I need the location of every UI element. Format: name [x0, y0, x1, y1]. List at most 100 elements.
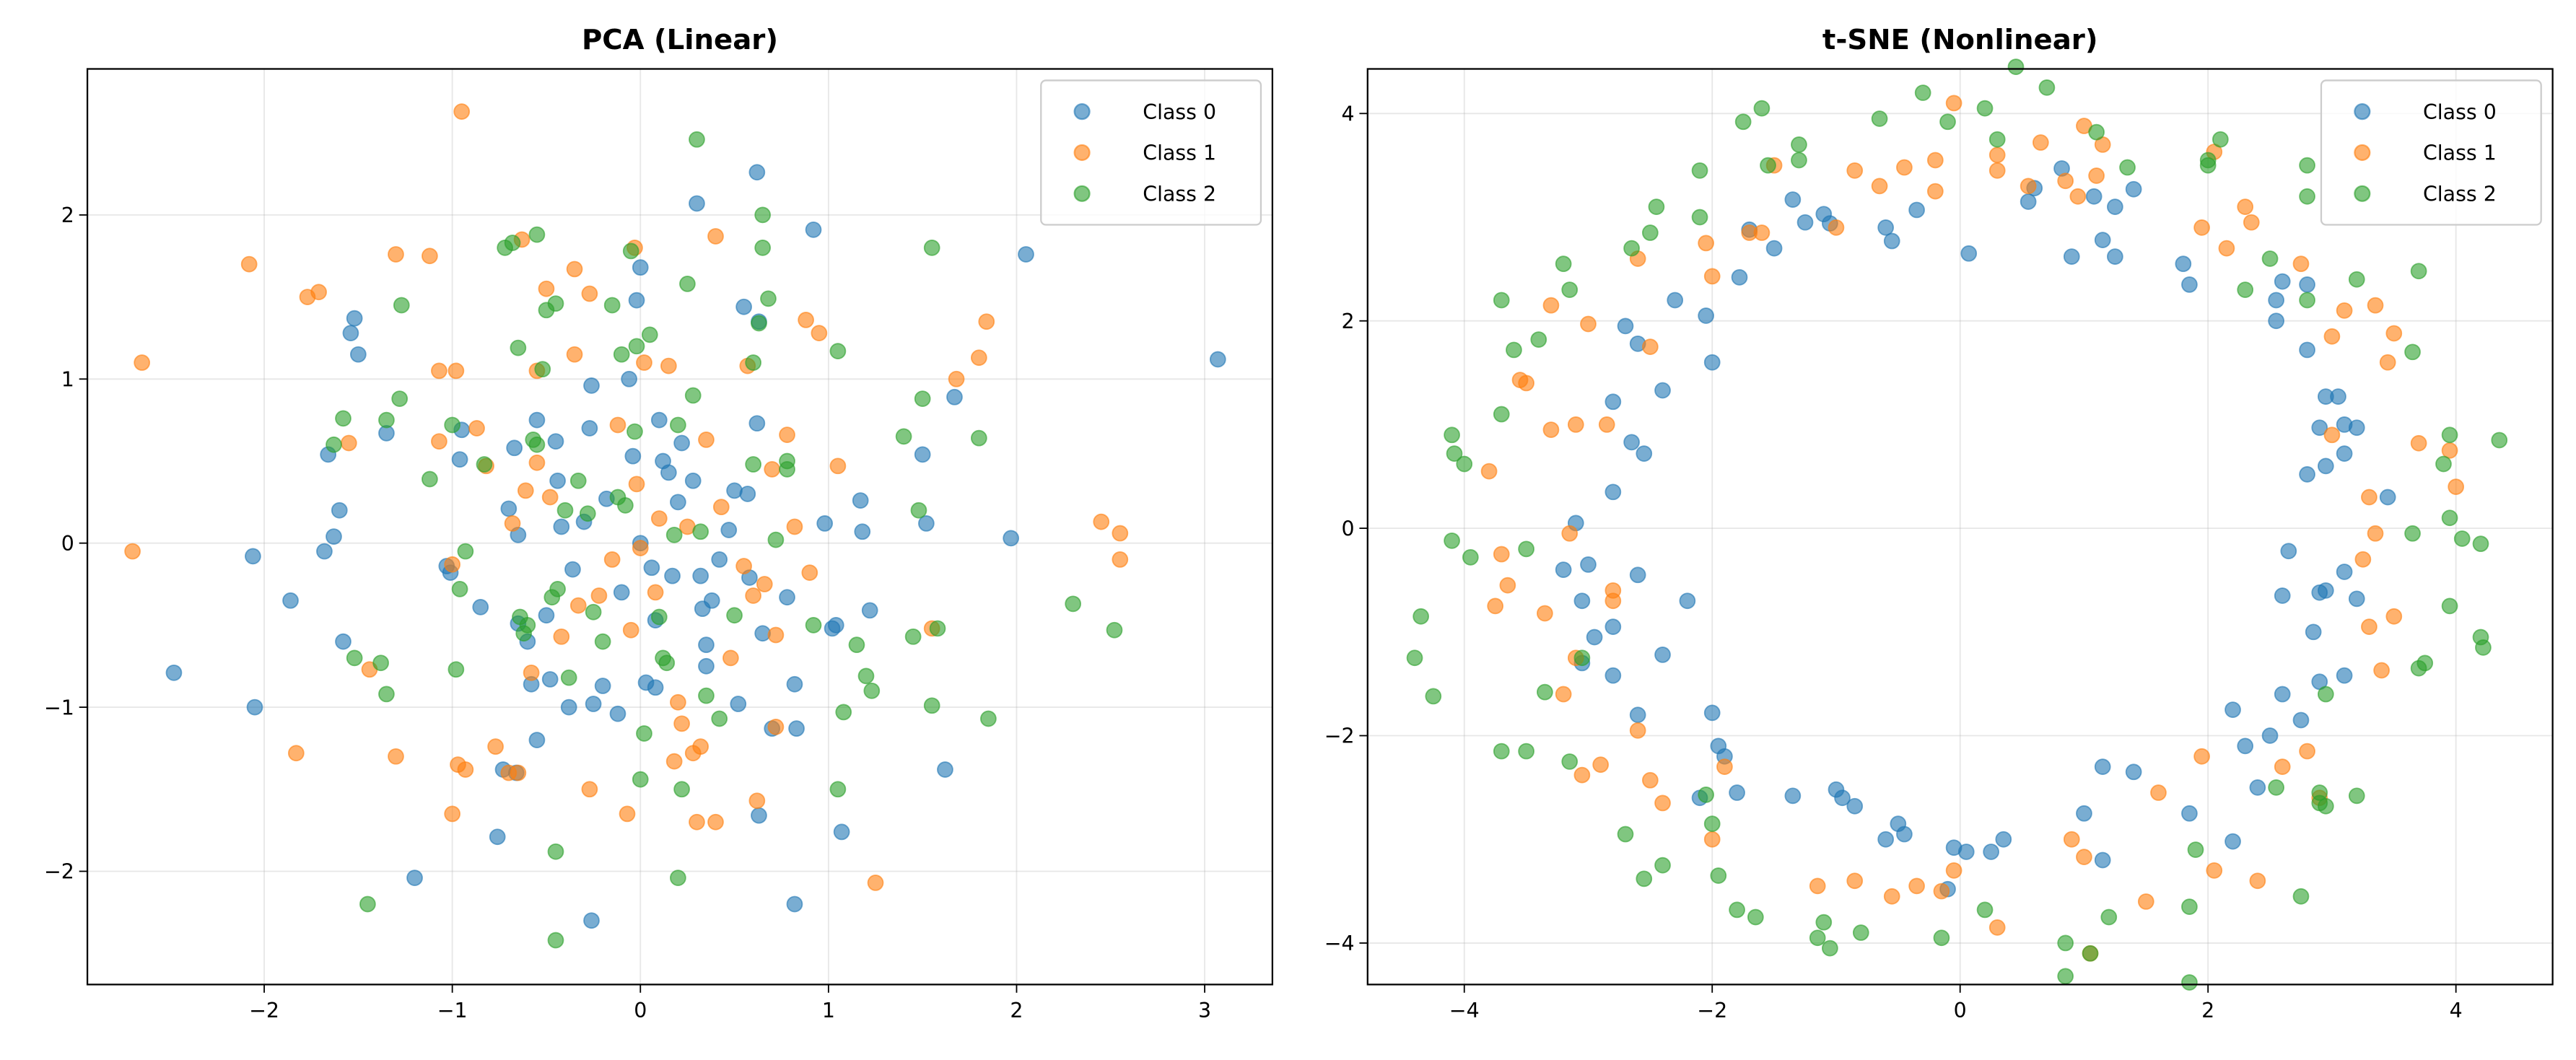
data-point — [1654, 794, 1671, 812]
data-point — [2299, 341, 2315, 359]
data-point — [547, 843, 564, 860]
data-point — [468, 420, 485, 437]
data-point — [2063, 248, 2080, 265]
data-point — [2379, 354, 2396, 371]
data-point — [722, 649, 739, 667]
data-point — [547, 295, 564, 312]
data-point — [1939, 113, 1956, 131]
legend-marker — [1073, 185, 1091, 202]
data-point — [1796, 214, 1814, 231]
data-point — [1703, 815, 1721, 833]
data-point — [2274, 273, 2291, 290]
data-point — [519, 617, 536, 634]
data-point — [2193, 219, 2210, 236]
data-point — [1629, 706, 1646, 724]
data-point — [282, 592, 299, 609]
data-point — [2385, 325, 2403, 342]
data-point — [2280, 543, 2297, 560]
data-point — [583, 912, 600, 929]
data-point — [689, 131, 705, 148]
y-tick-label: −1 — [44, 696, 74, 719]
data-point — [245, 548, 261, 565]
data-point — [1617, 317, 1634, 335]
data-point — [2088, 123, 2105, 141]
data-point — [703, 592, 720, 609]
data-point — [1629, 566, 1646, 584]
data-point — [549, 580, 566, 597]
data-point — [1703, 268, 1721, 285]
data-point — [1444, 532, 1460, 549]
data-point — [472, 599, 489, 616]
data-point — [538, 607, 555, 624]
legend-label: Class 2 — [2423, 183, 2497, 206]
data-point — [707, 813, 724, 831]
data-point — [1592, 756, 1610, 774]
data-point — [2237, 198, 2254, 216]
data-point — [1561, 525, 1579, 542]
data-point — [1731, 268, 1748, 286]
data-point — [335, 633, 352, 650]
data-point — [2404, 343, 2421, 361]
data-point — [2137, 893, 2154, 910]
data-point — [566, 346, 583, 363]
data-point — [326, 436, 342, 453]
data-point — [689, 195, 705, 212]
data-point — [2367, 525, 2384, 542]
data-point — [590, 587, 608, 604]
data-point — [1791, 136, 1807, 153]
data-point — [2292, 888, 2310, 905]
data-point — [2299, 743, 2315, 760]
data-point — [326, 528, 342, 545]
data-point — [391, 390, 409, 407]
data-point — [2094, 758, 2111, 775]
data-point — [1537, 605, 1553, 622]
data-point — [2299, 466, 2315, 483]
data-point — [946, 388, 963, 406]
data-point — [707, 228, 724, 245]
data-point — [2212, 131, 2229, 148]
data-point — [287, 745, 305, 762]
data-point — [735, 298, 752, 315]
data-point — [609, 416, 626, 434]
data-point — [854, 523, 871, 540]
x-tick-label: 0 — [634, 999, 647, 1022]
data-point — [2224, 701, 2241, 718]
data-point — [1604, 592, 1622, 610]
data-point — [541, 489, 559, 506]
data-point — [628, 292, 645, 309]
data-point — [2268, 779, 2285, 796]
data-point — [650, 510, 668, 527]
data-point — [848, 636, 865, 654]
data-point — [2348, 271, 2365, 288]
data-point — [2348, 590, 2365, 608]
data-point — [388, 246, 404, 263]
data-point — [1580, 315, 1597, 333]
data-point — [1648, 198, 1665, 216]
data-point — [2348, 787, 2365, 805]
data-point — [2336, 302, 2353, 319]
data-point — [978, 313, 995, 330]
data-point — [1988, 131, 2006, 148]
data-point — [124, 543, 141, 560]
data-point — [2085, 188, 2103, 205]
data-point — [1106, 621, 1123, 639]
data-point — [1877, 219, 1895, 236]
data-point — [1760, 157, 1776, 174]
data-point — [805, 221, 822, 238]
data-point — [1493, 546, 1510, 563]
data-point — [1573, 592, 1591, 610]
data-point — [346, 310, 363, 327]
data-point — [1960, 245, 1978, 262]
data-point — [1413, 608, 1430, 625]
data-point — [1446, 445, 1463, 463]
data-point — [863, 682, 881, 699]
data-point — [937, 761, 953, 778]
data-point — [751, 315, 767, 332]
data-point — [528, 436, 546, 453]
data-point — [2181, 805, 2198, 822]
data-point — [1852, 924, 1869, 941]
data-point — [760, 290, 777, 307]
data-point — [2292, 255, 2310, 273]
data-point — [2361, 489, 2378, 506]
